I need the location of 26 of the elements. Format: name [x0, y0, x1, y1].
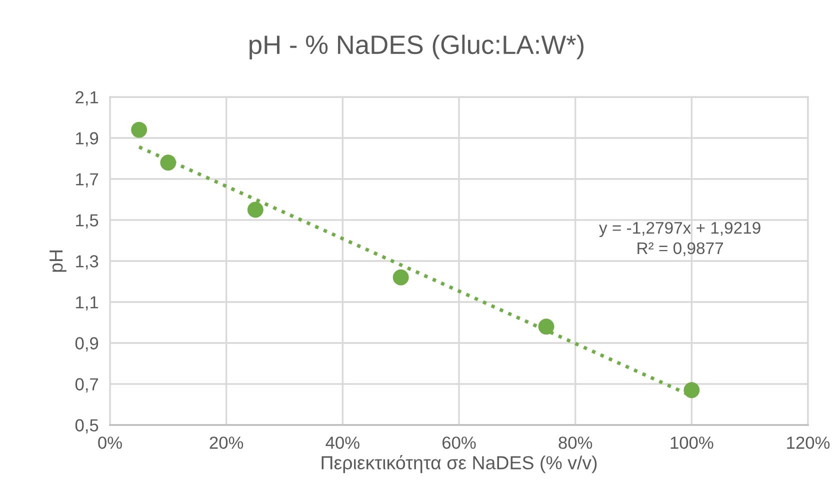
x-tick-label: 100%: [670, 436, 714, 449]
y-tick-label: 2,1: [76, 91, 98, 106]
y-tick-label: 1,9: [76, 132, 98, 147]
point: [131, 122, 148, 138]
y-tick-label: 1,7: [76, 173, 98, 188]
point: [538, 318, 554, 335]
point: [392, 269, 409, 286]
y-tick-label: 1,1: [76, 296, 98, 311]
point: [160, 154, 176, 171]
x-axis-title: Περιεκτικότητα σε NaDES (% v/v): [322, 455, 597, 474]
point: [247, 202, 264, 218]
x-tick-label: 40%: [326, 436, 360, 449]
x-tick-label: 120%: [787, 436, 830, 449]
y-tick-label: 0,9: [75, 337, 98, 352]
y-tick-label: 1,3: [76, 255, 98, 270]
x-tick-label: 60%: [442, 436, 476, 449]
x-tick-label: 0%: [98, 436, 122, 449]
x-tick-label: 80%: [558, 436, 592, 449]
x-tick-label: 20%: [210, 436, 244, 449]
chart-title: pH - % NaDES (Gluc:LA:W*): [250, 34, 584, 60]
point: [684, 382, 700, 398]
annotation: y = -1,2797x + 1,9219 R² = 0,9877: [599, 222, 760, 256]
y-tick-label: 0,7: [75, 378, 98, 393]
y-tick-label: 1,5: [76, 214, 98, 229]
y-axis-title: pH: [50, 250, 66, 272]
y-tick-label: 0,5: [75, 419, 98, 434]
